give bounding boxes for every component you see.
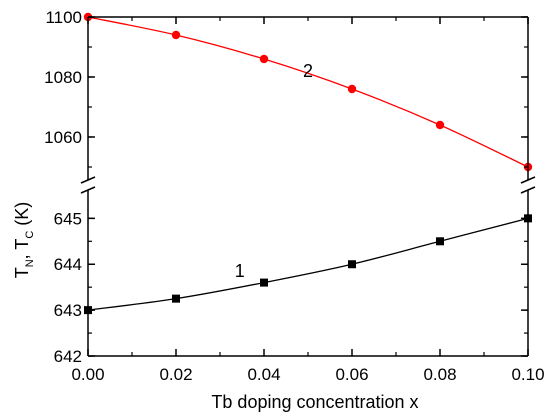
data-point-series-2 (347, 84, 357, 94)
axis-break-mark-left (80, 186, 96, 194)
y-axis-label-sep: , T (12, 239, 32, 260)
x-tick-label: 0.04 (247, 365, 280, 384)
data-point-series-1 (436, 237, 444, 246)
series-line-1 (87, 217, 529, 311)
x-tick-label: 0.08 (423, 365, 456, 384)
x-tick-label: 0.06 (335, 365, 368, 384)
x-tick-label: 0.10 (511, 365, 544, 384)
x-tick-label: 0.02 (159, 365, 192, 384)
data-point-series-1 (172, 294, 180, 303)
data-point-series-2 (171, 30, 181, 40)
y-axis-label-main: T (12, 267, 32, 278)
y-tick-label-lower: 642 (54, 347, 82, 366)
axis-break-gap-right (520, 180, 536, 190)
axis-break-gap-left (80, 180, 96, 190)
y-tick-label-lower: 644 (54, 255, 82, 274)
data-point-series-1 (348, 260, 356, 269)
data-point-series-2 (259, 54, 269, 64)
axis-break-mark-left (80, 176, 96, 184)
axis-break-mark-right (520, 186, 536, 194)
series-line-2 (87, 16, 529, 168)
y-tick-label-lower: 643 (54, 301, 82, 320)
series-tag-1: 1 (235, 261, 245, 281)
y-axis-label-sub-c: C (24, 231, 36, 239)
data-point-series-2 (435, 120, 445, 130)
data-point-series-1 (260, 278, 268, 287)
x-tick-label: 0.00 (71, 365, 104, 384)
y-tick-label-lower: 645 (54, 209, 82, 228)
y-axis-label-sub-n: N (24, 259, 36, 267)
axis-break-mark-right (520, 176, 536, 184)
y-axis-label: TN, TC (K) (12, 202, 36, 279)
y-tick-label-upper: 1060 (44, 128, 82, 147)
series-tag-2: 2 (303, 61, 313, 81)
y-tick-label-upper: 1080 (44, 68, 82, 87)
x-axis-label: Tb doping concentration x (211, 392, 418, 412)
y-axis-label-unit: (K) (12, 202, 32, 231)
y-tick-label-upper: 1100 (45, 8, 82, 27)
